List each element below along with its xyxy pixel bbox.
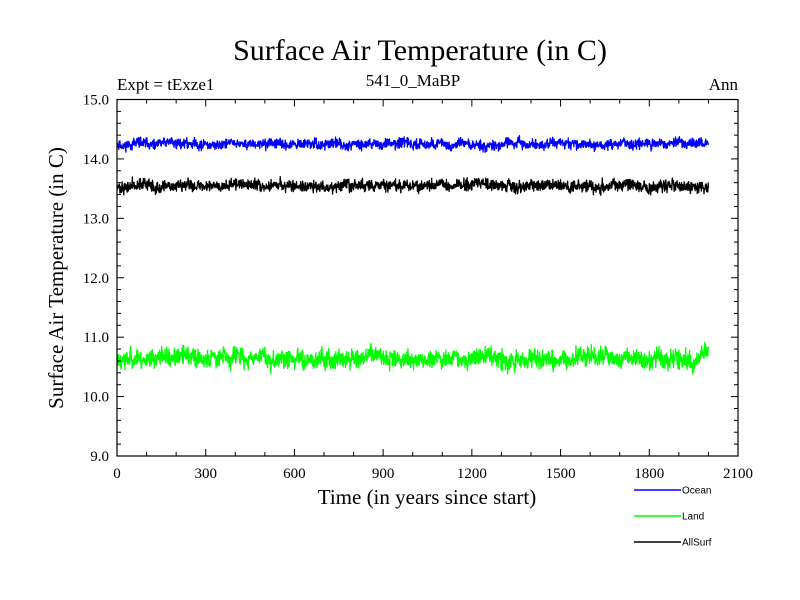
- x-tick-label: 0: [113, 466, 121, 482]
- experiment-label: Expt = tExze1: [117, 75, 214, 94]
- legend-label-ocean: Ocean: [682, 486, 711, 497]
- y-tick-label: 11.0: [83, 330, 109, 346]
- x-tick-label: 300: [194, 466, 217, 482]
- y-axis-label: Surface Air Temperature (in C): [44, 147, 68, 409]
- x-tick-label: 900: [372, 466, 395, 482]
- y-tick-label: 14.0: [83, 152, 109, 168]
- axis-ticks: 0 300 600 900 1200 1500 1800 2100 9.0 10.0 11.0 12.…: [83, 93, 753, 483]
- legend-label-allsurf: AllSurf: [682, 538, 712, 549]
- y-tick-label: 10.0: [83, 390, 109, 406]
- x-tick-label: 1800: [634, 466, 664, 482]
- y-tick-label: 13.0: [83, 211, 109, 227]
- legend-label-land: Land: [682, 512, 704, 523]
- season-label: Ann: [709, 75, 739, 94]
- plot-lines: [116, 135, 710, 375]
- x-tick-label: 2100: [723, 466, 753, 482]
- x-tick-label: 600: [283, 466, 306, 482]
- plot-frame: [116, 98, 739, 457]
- series-line-allsurf: [116, 176, 710, 196]
- series-line-ocean: [116, 135, 710, 153]
- y-tick-label: 15.0: [83, 93, 109, 109]
- chart-title: Surface Air Temperature (in C): [233, 34, 607, 67]
- x-tick-label: 1200: [457, 466, 487, 482]
- chart-subtitle: 541_0_MaBP: [366, 71, 460, 90]
- y-tick-label: 12.0: [83, 271, 109, 287]
- x-tick-label: 1500: [546, 466, 576, 482]
- y-tick-label: 9.0: [90, 449, 109, 465]
- legend: Ocean Land AllSurf: [634, 486, 712, 549]
- series-line-land: [116, 341, 709, 375]
- x-axis-label: Time (in years since start): [318, 485, 537, 509]
